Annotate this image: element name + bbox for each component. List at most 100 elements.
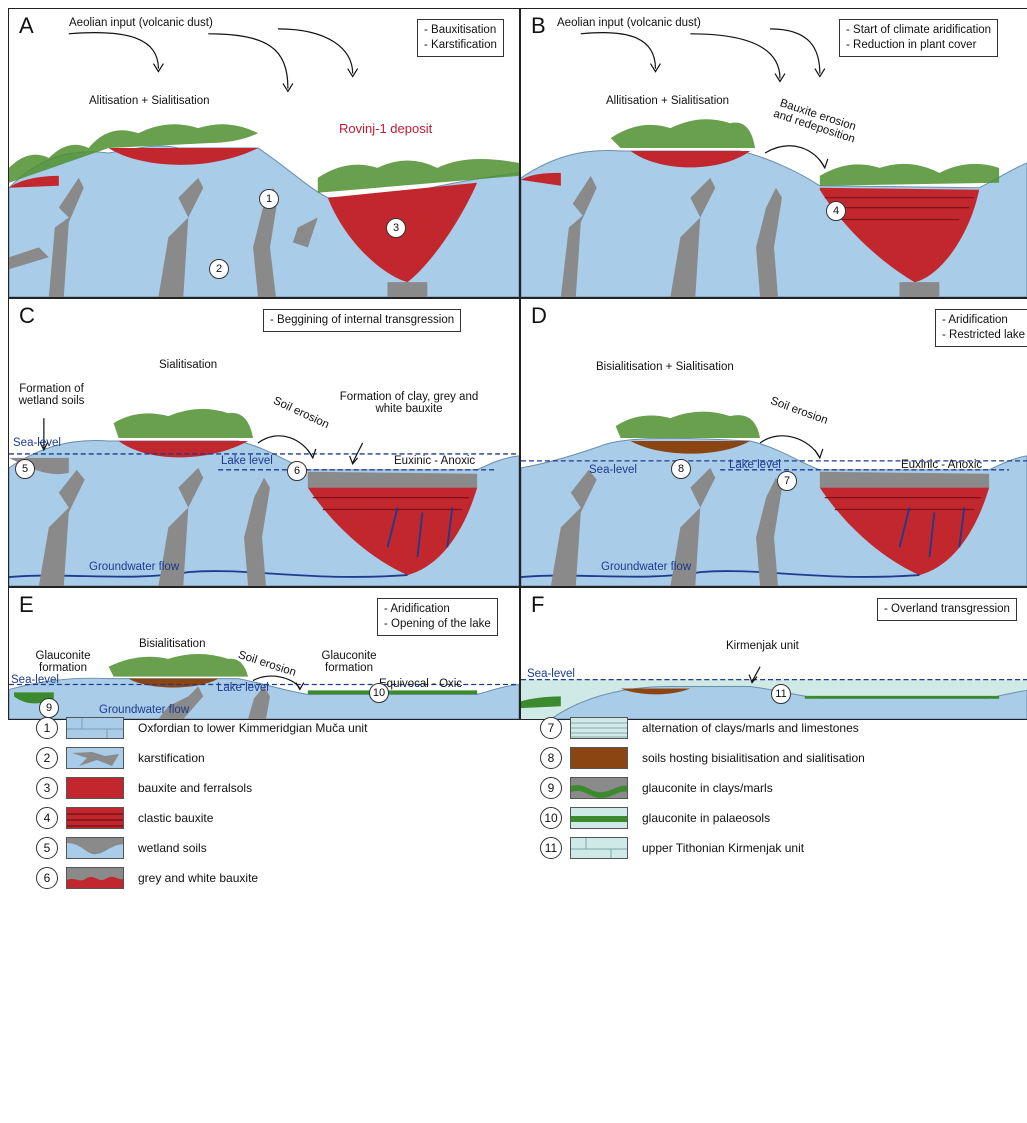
note-line: - Aridification — [942, 314, 1008, 326]
legend-label: grey and white bauxite — [138, 871, 259, 885]
legend-swatch — [66, 747, 124, 769]
condition-label: Euxinic - Anoxic — [394, 455, 476, 467]
legend-label: karstification — [138, 751, 205, 765]
marker: 2 — [209, 259, 229, 279]
marker: 1 — [259, 189, 279, 209]
legend-swatch — [570, 777, 628, 799]
panel-e: E - Aridification - Opening of the lake … — [8, 587, 520, 720]
legend-label: Oxfordian to lower Kimmeridgian Muča uni… — [138, 721, 368, 735]
legend-number: 7 — [540, 717, 562, 739]
process-label: Allitisation + Sialitisation — [606, 95, 730, 107]
legend-number: 2 — [36, 747, 58, 769]
note-line: - Restricted lake — [942, 329, 1026, 341]
marker: 6 — [287, 461, 307, 481]
marker: 5 — [15, 459, 35, 479]
legend-label: alternation of clays/marls and limestone… — [642, 721, 859, 735]
panel-letter: F — [531, 592, 545, 617]
sealevel-label: Sea-level — [527, 668, 575, 680]
condition-label: Equivocal - Oxic — [379, 678, 463, 690]
panel-a-scene — [9, 28, 519, 297]
legend-number: 4 — [36, 807, 58, 829]
notes-box: - Beggining of internal transgression — [263, 309, 462, 332]
legend-swatch — [66, 777, 124, 799]
marker: 11 — [771, 684, 791, 704]
legend-number: 8 — [540, 747, 562, 769]
legend-label: bauxite and ferralsols — [138, 781, 253, 795]
legend-swatch — [570, 747, 628, 769]
panel-f: F - Overland transgression Kirmenjak uni… — [520, 587, 1027, 720]
legend-label: soils hosting bisialitisation and sialit… — [642, 751, 865, 765]
lakelevel-label: Lake level — [729, 459, 781, 471]
note-line: - Bauxitisation — [424, 24, 497, 36]
note-line: - Beggining of internal transgression — [270, 314, 455, 326]
legend-item-2: 2 karstification — [36, 745, 205, 771]
note-line: - Overland transgression — [884, 603, 1010, 615]
panel-d-scene — [521, 411, 1027, 586]
legend-item-8: 8 soils hosting bisialitisation and siali… — [540, 745, 865, 771]
process-label: Bisialitisation + Sialitisation — [596, 361, 734, 373]
aeolian-label: Aeolian input (volcanic dust) — [69, 17, 213, 29]
notes-box: - Aridification - Restricted lake — [935, 309, 1027, 347]
legend-swatch — [66, 717, 124, 739]
legend-item-5: 5 wetland soils — [36, 835, 207, 861]
legend-number: 9 — [540, 777, 562, 799]
lakelevel-label: Lake level — [221, 455, 273, 467]
panel-d: D - Aridification - Restricted lake Bisi… — [520, 298, 1027, 587]
panel-a: A Aeolian input (volcanic dust) - Bauxit… — [8, 8, 520, 298]
panel-c-scene — [9, 408, 519, 586]
legend-item-3: 3 bauxite and ferralsols — [36, 775, 252, 801]
note-line: - Reduction in plant cover — [846, 39, 977, 51]
notes-box: - Start of climate aridification - Reduc… — [839, 19, 999, 57]
legend-label: glauconite in clays/marls — [642, 781, 773, 795]
legend-swatch — [570, 807, 628, 829]
aeolian-label: Aeolian input (volcanic dust) — [557, 17, 701, 29]
legend-item-10: 10 glauconite in palaeosols — [540, 805, 770, 831]
legend-item-4: 4 clastic bauxite — [36, 805, 213, 831]
marker: 3 — [386, 218, 406, 238]
legend-number: 10 — [540, 807, 562, 829]
panel-c: C - Beggining of internal transgression … — [8, 298, 520, 587]
legend-label: glauconite in palaeosols — [642, 811, 771, 825]
panel-b: B Aeolian input (volcanic dust) - Start … — [520, 8, 1027, 298]
deposit-label: Rovinj-1 deposit — [339, 121, 433, 136]
legend-swatch — [66, 837, 124, 859]
note-line: - Karstification — [424, 39, 497, 51]
legend-swatch — [66, 867, 124, 889]
marker: 8 — [671, 459, 691, 479]
legend-label: upper Tithonian Kirmenjak unit — [642, 841, 805, 855]
notes-box: - Overland transgression — [877, 598, 1017, 621]
legend-label: wetland soils — [138, 841, 207, 855]
legend-number: 5 — [36, 837, 58, 859]
panel-e-scene — [9, 653, 519, 719]
legend: 1 Oxfordian to lower Kimmeridgian Muča un… — [0, 715, 1027, 1123]
legend-swatch — [66, 807, 124, 829]
legend-number: 11 — [540, 837, 562, 859]
panel-b-scene — [521, 28, 1027, 297]
legend-item-6: 6 grey and white bauxite — [36, 865, 258, 891]
panel-letter: B — [531, 13, 546, 38]
legend-item-9: 9 glauconite in clays/marls — [540, 775, 773, 801]
panel-letter: A — [19, 13, 34, 38]
process-label: Bisialitisation — [139, 638, 206, 650]
legend-number: 3 — [36, 777, 58, 799]
legend-item-1: 1 Oxfordian to lower Kimmeridgian Muča un… — [36, 715, 367, 741]
panel-letter: E — [19, 592, 34, 617]
groundwater-label: Groundwater flow — [89, 561, 180, 573]
process-label: Sialitisation — [159, 359, 218, 371]
sealevel-label: Sea-level — [11, 674, 59, 686]
glauconite-label-left: Glauconite formation — [35, 650, 91, 674]
legend-number: 1 — [36, 717, 58, 739]
note-line: - Aridification — [384, 603, 450, 615]
notes-box: - Bauxitisation - Karstification — [417, 19, 504, 57]
legend-label: clastic bauxite — [138, 811, 214, 825]
formation-label: Formation of clay, grey and white bauxit… — [339, 391, 479, 415]
unit-label: Kirmenjak unit — [726, 640, 799, 652]
process-label: Alitisation + Sialitisation — [89, 95, 210, 107]
marker: 10 — [369, 683, 389, 703]
wetland-label: Formation of wetland soils — [18, 383, 85, 407]
sealevel-label: Sea-level — [13, 437, 61, 449]
condition-label: Euxinic - Anoxic — [901, 459, 983, 471]
marker: 7 — [777, 471, 797, 491]
note-line: - Start of climate aridification — [846, 24, 992, 36]
legend-swatch — [570, 837, 628, 859]
